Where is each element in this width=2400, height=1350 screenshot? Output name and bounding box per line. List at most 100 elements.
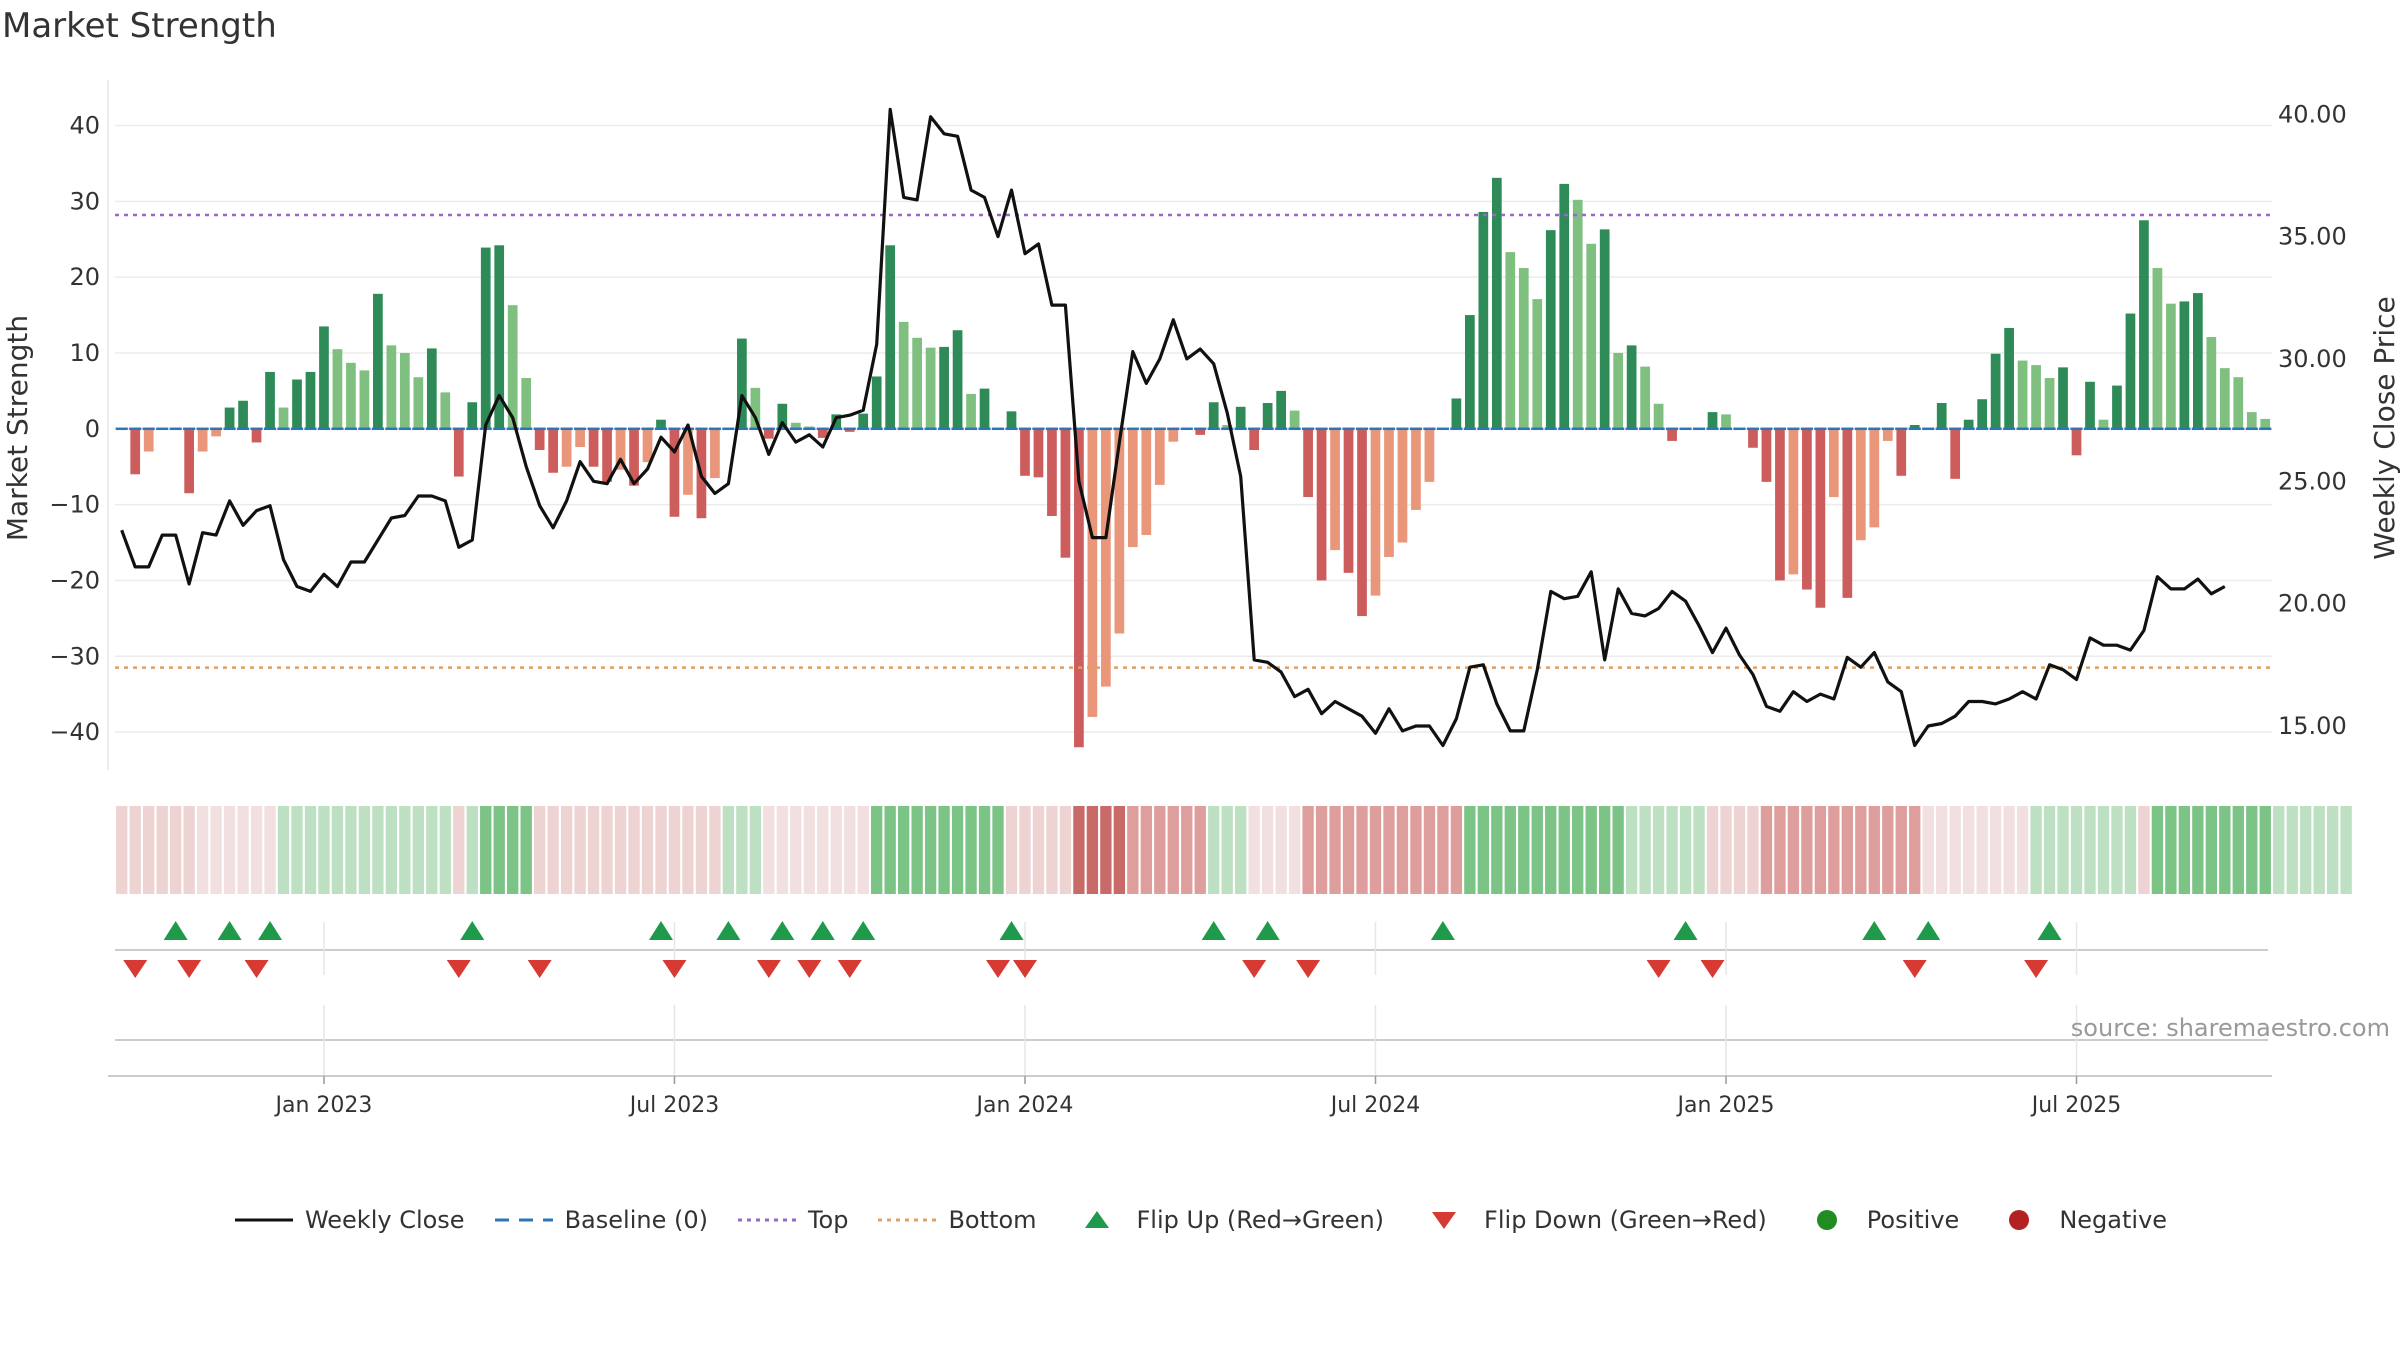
- strength-bar: [817, 428, 828, 438]
- strength-bar: [1235, 406, 1246, 429]
- legend-symbol-svg: [494, 1218, 553, 1222]
- strength-bar: [1599, 229, 1610, 429]
- regime-cell: [857, 806, 869, 894]
- legend-item: Flip Up (Red→Green): [1065, 1206, 1384, 1234]
- regime-cell: [277, 806, 290, 894]
- regime-cell: [978, 806, 991, 894]
- strength-bar: [615, 428, 626, 470]
- strength-bar: [1343, 428, 1354, 573]
- regime-cell: [480, 806, 492, 894]
- y2-tick-label: 15.00: [2278, 712, 2347, 740]
- regime-cell: [2232, 806, 2244, 894]
- legend-symbol-svg: [2009, 1210, 2030, 1230]
- regime-cell: [493, 806, 505, 894]
- strength-bar: [858, 413, 869, 429]
- strength-bar: [1411, 428, 1421, 510]
- strength-bar: [737, 338, 747, 429]
- regime-cell: [358, 806, 371, 894]
- strength-bar: [440, 392, 451, 429]
- regime-cell: [1046, 806, 1058, 894]
- strength-bar: [143, 428, 154, 452]
- strength-bar: [224, 407, 235, 429]
- legend-symbol: [1795, 1210, 1857, 1230]
- legend-symbol-svg: [878, 1218, 937, 1222]
- strength-bar: [359, 370, 370, 429]
- y-tick-label: 20: [69, 263, 100, 291]
- regime-cell: [1342, 806, 1355, 894]
- y2-tick-label: 25.00: [2278, 467, 2347, 495]
- y2-tick-label: 35.00: [2278, 223, 2347, 251]
- regime-cell: [1585, 806, 1597, 894]
- flip-down-marker: [177, 960, 202, 978]
- strength-bar: [1060, 428, 1071, 558]
- x-tick-label: Jan 2025: [1676, 1093, 1775, 1118]
- regime-cell: [1518, 806, 1530, 894]
- flip-up-marker: [1430, 921, 1455, 940]
- strength-bar: [2058, 367, 2068, 429]
- legend-item: Positive: [1795, 1206, 1959, 1234]
- regime-cell: [1194, 806, 1206, 894]
- flip-down-marker: [1902, 960, 1927, 978]
- regime-cell: [803, 806, 815, 894]
- flip-down-marker: [756, 960, 781, 978]
- flip-down-marker: [986, 960, 1011, 978]
- regime-cell: [1154, 806, 1166, 894]
- strength-bar: [2179, 301, 2190, 429]
- strength-bar: [1208, 402, 1219, 429]
- flip-up-marker: [1916, 921, 1941, 940]
- regime-cell: [1181, 806, 1193, 894]
- legend-label: Baseline (0): [564, 1206, 708, 1234]
- strength-bar: [966, 393, 976, 429]
- regime-cell: [2219, 806, 2231, 894]
- y-tick-label: 0: [85, 415, 100, 443]
- regime-cell: [763, 806, 775, 894]
- regime-cell: [1356, 806, 1368, 894]
- regime-cell: [1208, 806, 1220, 894]
- regime-cell: [1828, 806, 1840, 894]
- strength-bar: [251, 428, 262, 443]
- strength-bar: [211, 428, 221, 437]
- regime-cell: [587, 806, 600, 894]
- regime-cell: [1855, 806, 1867, 894]
- regime-cell: [1976, 806, 1988, 894]
- strength-bar: [1545, 230, 1556, 429]
- legend-label: Bottom: [948, 1206, 1037, 1234]
- regime-cell: [1423, 806, 1436, 894]
- strength-bar: [1532, 299, 1543, 429]
- strength-bar: [871, 376, 882, 429]
- y-tick-label: −10: [49, 491, 100, 519]
- flip-up-marker: [2037, 921, 2062, 940]
- regime-cell: [1086, 806, 1099, 894]
- legend-symbol-svg: [1432, 1212, 1457, 1229]
- y-tick-label: 40: [69, 111, 100, 139]
- flip-up-marker: [460, 921, 485, 940]
- y-tick-label: −30: [49, 642, 100, 670]
- flip-down-marker: [1242, 960, 1267, 978]
- flip-up-marker: [258, 921, 283, 940]
- y2-tick-label: 40.00: [2278, 100, 2347, 128]
- regime-cell: [1005, 806, 1018, 894]
- regime-cell: [1612, 806, 1624, 894]
- legend-symbol: [1412, 1210, 1474, 1230]
- strength-bar: [669, 428, 680, 517]
- flip-up-marker: [163, 921, 188, 940]
- strength-bar: [507, 305, 518, 429]
- weekly-close-line: [120, 107, 2226, 748]
- strength-bar: [238, 400, 248, 429]
- strength-bar: [1114, 428, 1125, 634]
- strength-bar: [1855, 428, 1866, 541]
- x-tick-label: Jan 2023: [274, 1093, 373, 1118]
- regime-cell: [1032, 806, 1045, 894]
- flip-down-marker: [123, 960, 148, 978]
- strength-bar: [1667, 428, 1677, 441]
- strength-bar: [1370, 428, 1381, 596]
- regime-cell: [951, 806, 964, 894]
- regime-cell: [520, 806, 532, 894]
- strength-bar: [1424, 428, 1435, 482]
- y-axis-label: Market Strength: [1, 315, 34, 541]
- regime-cell: [1275, 806, 1287, 894]
- strength-bar: [319, 326, 329, 429]
- strength-bar: [534, 428, 545, 451]
- flip-up-marker: [1255, 921, 1280, 940]
